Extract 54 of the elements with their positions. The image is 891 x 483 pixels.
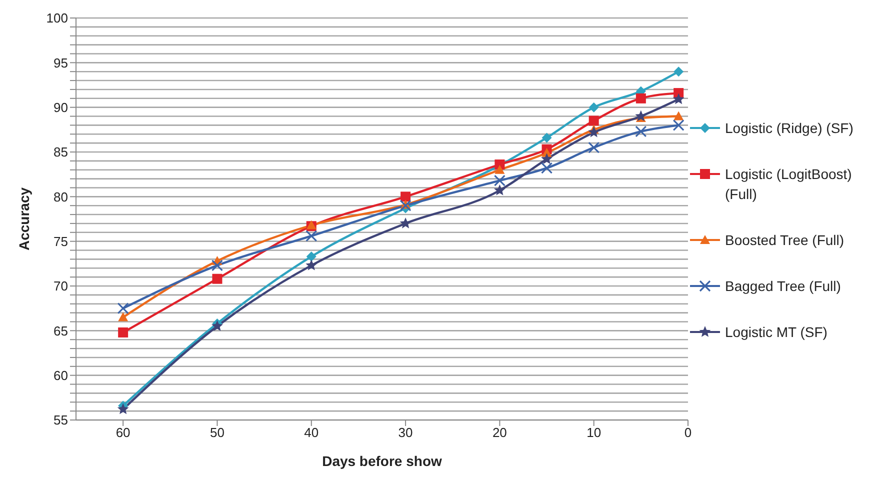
point [636, 93, 646, 104]
point [674, 111, 684, 120]
y-tick-label: 90 [54, 100, 68, 115]
point [118, 312, 128, 322]
x-axis-title: Days before show [322, 453, 442, 469]
point [118, 327, 128, 338]
x-tick-label: 10 [586, 425, 602, 440]
y-tick-label: 100 [46, 10, 68, 26]
y-tick-label: 75 [54, 234, 68, 249]
point [494, 164, 505, 174]
y-tick-label: 95 [54, 55, 68, 70]
point [400, 192, 411, 202]
legend-label: Bagged Tree (Full) [725, 277, 841, 296]
point [588, 102, 599, 112]
legend-label: Logistic (LogitBoost) (Full) [725, 165, 853, 204]
point [306, 230, 318, 242]
legend-label: Boosted Tree (Full) [725, 231, 844, 250]
point [400, 217, 412, 228]
point [588, 142, 600, 154]
point [494, 184, 506, 196]
y-tick-label: 80 [54, 189, 68, 204]
y-tick-label: 60 [54, 368, 68, 383]
point [306, 259, 318, 270]
point [117, 403, 129, 414]
point [672, 93, 684, 104]
point [672, 119, 684, 131]
point [674, 66, 684, 77]
legend-label: Logistic MT (SF) [725, 323, 828, 342]
point [306, 252, 316, 262]
y-tick-label: 55 [54, 412, 68, 428]
point [588, 116, 599, 126]
x-tick-label: 40 [304, 425, 319, 440]
y-tick-label: 85 [54, 144, 68, 160]
point [212, 320, 223, 332]
point [635, 126, 647, 138]
point [635, 110, 647, 122]
legend-label: Logistic (Ridge) (SF) [725, 119, 854, 138]
x-tick-label: 30 [398, 425, 413, 440]
x-tick-label: 60 [116, 425, 130, 440]
point [542, 132, 552, 143]
y-tick-label: 65 [54, 323, 68, 338]
point [117, 302, 129, 314]
x-tick-label: 50 [210, 425, 224, 440]
point [541, 153, 552, 164]
point [540, 162, 553, 174]
point [588, 126, 600, 138]
point [400, 200, 412, 212]
x-tick-label: 0 [684, 425, 692, 440]
y-tick-label: 70 [54, 278, 68, 294]
point [211, 260, 224, 272]
y-axis-title: Accuracy [16, 187, 32, 251]
point [212, 274, 222, 284]
point [494, 174, 506, 186]
x-tick-label: 20 [492, 425, 507, 440]
